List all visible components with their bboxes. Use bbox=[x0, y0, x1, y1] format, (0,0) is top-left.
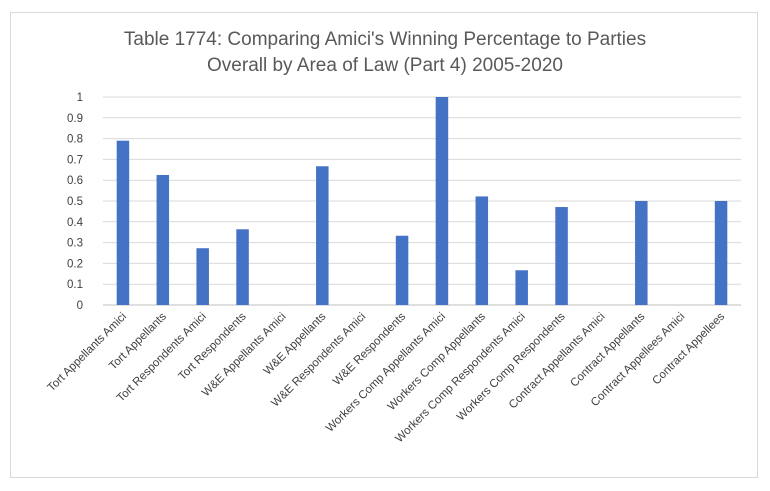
bar bbox=[475, 196, 489, 305]
y-tick-label: 0 bbox=[77, 300, 83, 312]
bar bbox=[395, 235, 409, 305]
bar bbox=[555, 207, 568, 305]
y-tick-label: 0.8 bbox=[67, 134, 83, 146]
bar bbox=[635, 201, 648, 305]
x-category-label: Contract Appellees bbox=[650, 310, 727, 387]
gridlines bbox=[103, 96, 741, 306]
chart-title-line-1: Table 1774: Comparing Amici's Winning Pe… bbox=[124, 29, 646, 50]
y-tick-label: 0.3 bbox=[67, 238, 83, 250]
y-axis-tick-labels: 0 0.1 0.2 0.3 0.4 0.5 0.6 0.7 0.8 0.9 1 bbox=[67, 92, 84, 312]
y-tick-label: 0.4 bbox=[67, 217, 84, 229]
chart-title-line-2: Overall by Area of Law (Part 4) 2005-202… bbox=[207, 55, 563, 76]
bar bbox=[156, 175, 170, 305]
bar bbox=[196, 248, 209, 305]
chart-title: Table 1774: Comparing Amici's Winning Pe… bbox=[124, 29, 646, 76]
bars bbox=[116, 97, 728, 305]
bar bbox=[435, 97, 449, 305]
y-tick-label: 0.9 bbox=[67, 113, 83, 125]
y-tick-label: 0.2 bbox=[67, 258, 83, 270]
x-category-label: Tort Appellants Amici bbox=[46, 311, 130, 395]
bar-chart: Table 1774: Comparing Amici's Winning Pe… bbox=[46, 29, 741, 445]
bar bbox=[236, 229, 249, 305]
chart-frame: Table 1774: Comparing Amici's Winning Pe… bbox=[10, 12, 758, 478]
y-tick-label: 0.5 bbox=[67, 196, 83, 208]
x-category-label: Contract Appellants bbox=[568, 310, 647, 389]
y-tick-label: 1 bbox=[77, 92, 83, 104]
bar bbox=[116, 140, 130, 305]
y-tick-label: 0.6 bbox=[67, 175, 83, 187]
y-tick-label: 0.7 bbox=[67, 154, 83, 166]
bar bbox=[316, 166, 329, 305]
bar bbox=[714, 201, 728, 305]
bar bbox=[515, 270, 528, 305]
y-tick-label: 0.1 bbox=[67, 279, 83, 291]
x-category-label: W&E Respondents bbox=[331, 310, 408, 387]
x-category-label: Tort Respondents bbox=[176, 310, 248, 382]
